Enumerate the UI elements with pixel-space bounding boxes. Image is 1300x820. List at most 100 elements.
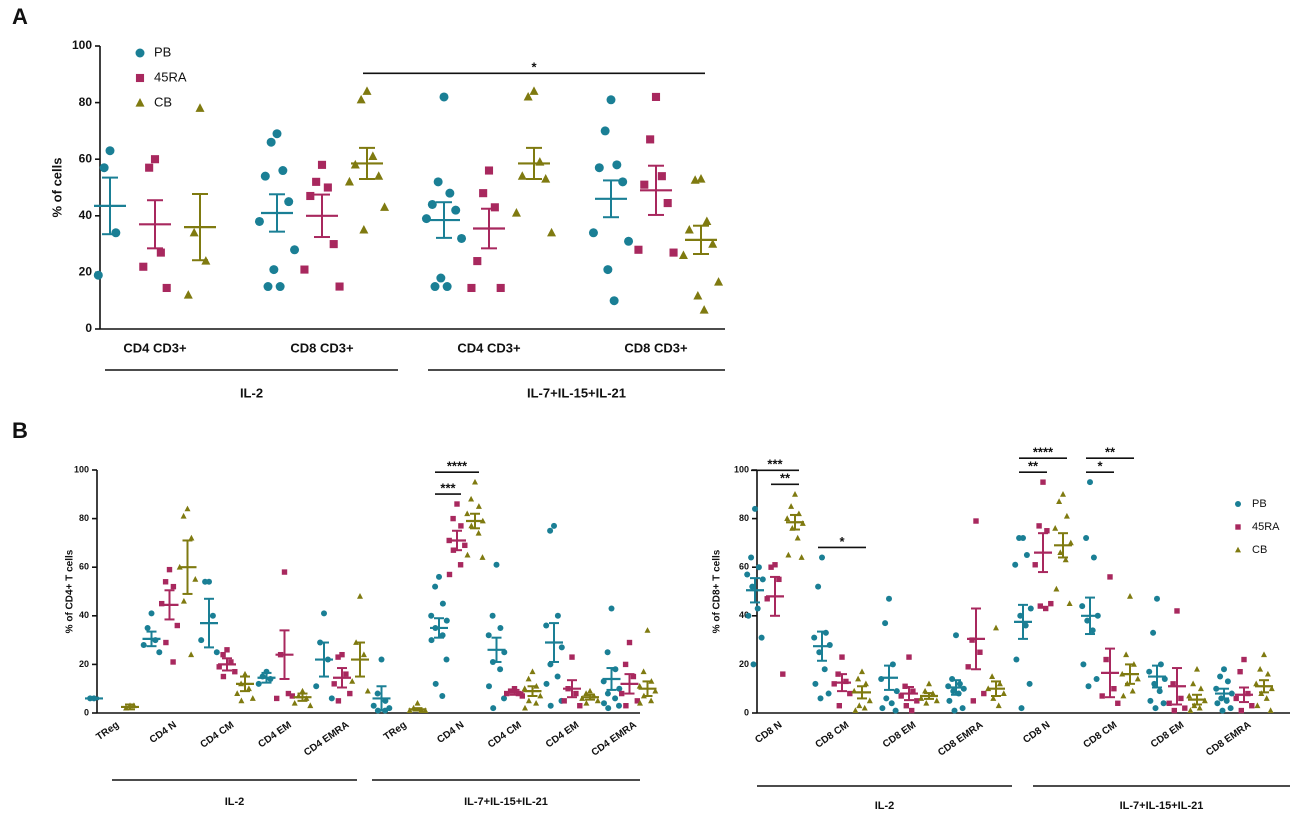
data-point — [473, 257, 482, 266]
data-point — [180, 597, 187, 604]
data-point — [140, 641, 147, 648]
data-point — [744, 571, 751, 578]
data-point — [1170, 681, 1176, 687]
data-point — [511, 208, 521, 217]
y-tick-label: 100 — [74, 464, 89, 474]
data-point — [493, 561, 500, 568]
data-point — [484, 166, 494, 175]
data-point — [1022, 622, 1029, 629]
data-point — [616, 702, 622, 709]
y-tick-label: 80 — [79, 513, 89, 523]
data-point — [669, 248, 678, 257]
y-tick-label: 60 — [79, 562, 89, 572]
data-point — [260, 171, 270, 181]
data-point — [517, 171, 527, 180]
data-point — [111, 228, 121, 238]
data-point — [312, 177, 321, 186]
x-tick-label: CD4 EM — [544, 720, 581, 751]
data-point — [1196, 704, 1203, 711]
data-point — [764, 596, 770, 602]
data-point — [360, 651, 367, 658]
data-point — [859, 668, 865, 675]
data-point — [198, 637, 205, 644]
data-point — [825, 690, 832, 697]
data-point — [1017, 612, 1024, 619]
legend-marker — [135, 48, 145, 58]
data-point — [511, 686, 518, 692]
x-tick-label: CD4 EM — [256, 720, 293, 751]
data-point — [378, 656, 385, 663]
data-point — [306, 191, 315, 201]
data-point — [255, 680, 262, 687]
data-point — [1237, 668, 1243, 675]
data-point — [634, 245, 643, 254]
data-point — [1217, 673, 1224, 680]
data-point — [497, 666, 504, 673]
data-point — [454, 501, 460, 507]
data-point — [1146, 668, 1153, 675]
data-point — [551, 522, 557, 529]
data-point — [180, 512, 187, 519]
data-point — [970, 698, 976, 704]
panel-label: A — [12, 4, 28, 29]
data-point — [630, 673, 637, 680]
data-point — [490, 705, 497, 712]
data-point — [414, 699, 421, 706]
data-point — [468, 495, 475, 502]
y-tick-label: 0 — [744, 707, 749, 717]
data-point — [432, 583, 439, 590]
significance-label: *** — [440, 480, 456, 495]
data-point — [93, 270, 103, 280]
data-point — [910, 688, 916, 694]
data-point — [1083, 535, 1090, 542]
data-point — [1120, 692, 1127, 699]
data-point — [489, 612, 496, 619]
data-point — [496, 283, 505, 293]
data-point — [1213, 685, 1220, 692]
data-point — [339, 651, 345, 658]
data-point — [1037, 603, 1043, 609]
data-point — [245, 685, 252, 692]
data-point — [636, 682, 643, 689]
data-point — [1171, 707, 1177, 714]
data-point — [439, 92, 449, 102]
data-point — [995, 702, 1002, 709]
data-point — [343, 671, 349, 677]
data-point — [272, 129, 282, 139]
data-point — [812, 680, 819, 687]
data-point — [690, 175, 700, 184]
data-point — [1053, 585, 1060, 592]
data-point — [335, 282, 344, 291]
data-point — [522, 704, 528, 711]
data-point — [652, 687, 659, 694]
x-tick-label: CD4 CD3+ — [123, 340, 187, 355]
data-point — [266, 137, 276, 147]
legend-marker — [135, 98, 145, 107]
data-point — [504, 690, 510, 697]
data-point — [1079, 603, 1086, 610]
data-point — [467, 283, 476, 293]
data-point — [587, 687, 593, 694]
data-point — [150, 155, 160, 164]
data-point — [646, 135, 655, 144]
data-point — [254, 216, 264, 226]
data-point — [1044, 528, 1050, 534]
data-point — [281, 569, 288, 575]
data-point — [1227, 705, 1234, 712]
data-point — [601, 700, 607, 707]
x-tick-label: CD8 EMRA — [1204, 720, 1253, 759]
significance-label: * — [531, 60, 537, 75]
data-point — [329, 240, 338, 249]
data-point — [249, 695, 256, 701]
data-point — [170, 659, 176, 665]
data-point — [1238, 707, 1244, 714]
data-point — [1268, 685, 1275, 692]
data-point — [323, 183, 332, 192]
data-point — [428, 637, 435, 644]
data-point — [166, 566, 173, 573]
data-point — [462, 542, 468, 549]
data-point — [458, 523, 464, 529]
data-point — [533, 699, 540, 706]
data-point — [1233, 695, 1239, 702]
y-tick-label: 20 — [79, 659, 89, 669]
